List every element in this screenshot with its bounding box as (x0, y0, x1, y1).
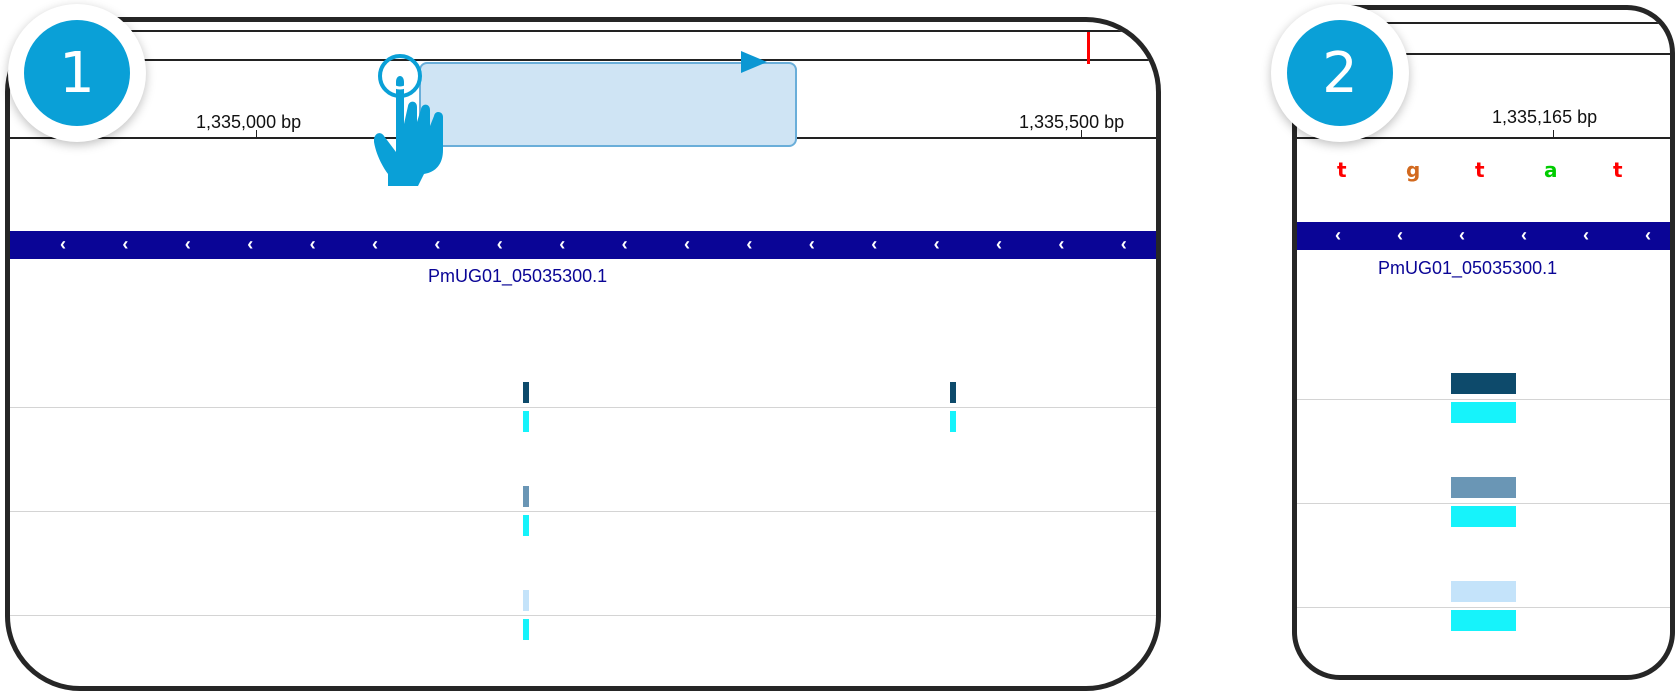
chromosome-ideogram-line (10, 30, 1156, 32)
strand-direction-chevron: ‹ (808, 234, 815, 254)
variant-call-mark[interactable] (523, 411, 529, 432)
strand-direction-chevron: ‹ (184, 234, 191, 254)
variant-call-mark[interactable] (1451, 610, 1516, 631)
strand-direction-chevron: ‹ (621, 234, 628, 254)
strand-direction-chevron: ‹ (1335, 225, 1341, 245)
sequence-base: g (1406, 158, 1421, 182)
step-badge-2: 2 (1271, 4, 1409, 142)
strand-direction-chevron: ‹ (871, 234, 878, 254)
strand-direction-chevron: ‹ (746, 234, 753, 254)
strand-direction-chevron: ‹ (1397, 225, 1403, 245)
variant-call-mark[interactable] (1451, 506, 1516, 527)
step-badge-1: 1 (8, 4, 146, 142)
variant-track-divider (1297, 503, 1670, 504)
strand-direction-chevron: ‹ (496, 234, 503, 254)
variant-track-divider (1297, 607, 1670, 608)
strand-direction-chevron: ‹ (1459, 225, 1465, 245)
variant-track-divider (10, 511, 1156, 512)
strand-direction-chevron: ‹ (559, 234, 566, 254)
region-bar[interactable] (1297, 53, 1670, 55)
sequence-base: t (1337, 158, 1347, 182)
arrow-right-icon (741, 51, 767, 73)
drag-selection-region[interactable] (419, 62, 797, 147)
variant-track-divider (10, 407, 1156, 408)
variant-call-mark[interactable] (950, 411, 956, 432)
strand-direction-chevron: ‹ (372, 234, 378, 254)
variant-genotype-mark[interactable] (523, 382, 529, 403)
strand-direction-chevron: ‹ (1120, 234, 1127, 254)
variant-genotype-mark[interactable] (1451, 581, 1516, 602)
variant-genotype-mark[interactable] (950, 382, 956, 403)
strand-direction-chevron: ‹ (434, 234, 441, 254)
variant-genotype-mark[interactable] (523, 486, 529, 507)
strand-direction-chevron: ‹ (309, 234, 316, 254)
strand-direction-chevron: ‹ (1521, 225, 1527, 245)
variant-genotype-mark[interactable] (523, 590, 529, 611)
variant-call-mark[interactable] (523, 619, 529, 640)
sequence-base: t (1613, 158, 1623, 182)
strand-direction-chevron: ‹ (122, 234, 129, 254)
ruler-label: 1,335,165 bp (1492, 107, 1598, 127)
gene-name-label: PmUG01_05035300.1 (428, 266, 608, 286)
variant-genotype-mark[interactable] (1451, 373, 1516, 394)
ruler-label-left: 1,335,000 bp (196, 112, 302, 132)
sequence-base: a (1544, 158, 1558, 182)
chromosome-ideogram-line (1297, 22, 1670, 24)
gene-track-feature[interactable]: ‹ ‹ ‹ ‹ ‹ ‹ ‹ ‹ ‹ ‹ ‹ ‹ ‹ ‹ ‹ ‹ ‹ ‹ (10, 231, 1156, 259)
variant-genotype-mark[interactable] (1451, 477, 1516, 498)
region-bar[interactable] (10, 59, 1156, 61)
variant-call-mark[interactable] (1451, 402, 1516, 423)
variant-track-divider (10, 615, 1156, 616)
variant-track-divider (1297, 399, 1670, 400)
ruler-axis (1297, 137, 1670, 139)
strand-direction-chevron: ‹ (1058, 234, 1065, 254)
pointing-hand-icon (374, 54, 443, 186)
strand-direction-chevron: ‹ (1645, 225, 1651, 245)
strand-direction-chevron: ‹ (247, 234, 254, 254)
strand-direction-chevron: ‹ (996, 234, 1002, 254)
gene-track-feature[interactable]: ‹ ‹ ‹ ‹ ‹ ‹ (1297, 222, 1670, 250)
variant-call-mark[interactable] (523, 515, 529, 536)
strand-direction-chevron: ‹ (933, 234, 940, 254)
strand-direction-chevron: ‹ (1583, 225, 1589, 245)
ruler-tick (1553, 130, 1554, 138)
ruler-label-right: 1,335,500 bp (1019, 112, 1125, 132)
ruler-tick-left (256, 130, 257, 138)
strand-direction-chevron: ‹ (60, 234, 66, 254)
gene-name-label: PmUG01_05035300.1 (1378, 258, 1558, 278)
sequence-base: t (1475, 158, 1485, 182)
current-position-marker (1087, 32, 1090, 64)
strand-direction-chevron: ‹ (684, 234, 690, 254)
ruler-tick-right (1081, 130, 1082, 138)
